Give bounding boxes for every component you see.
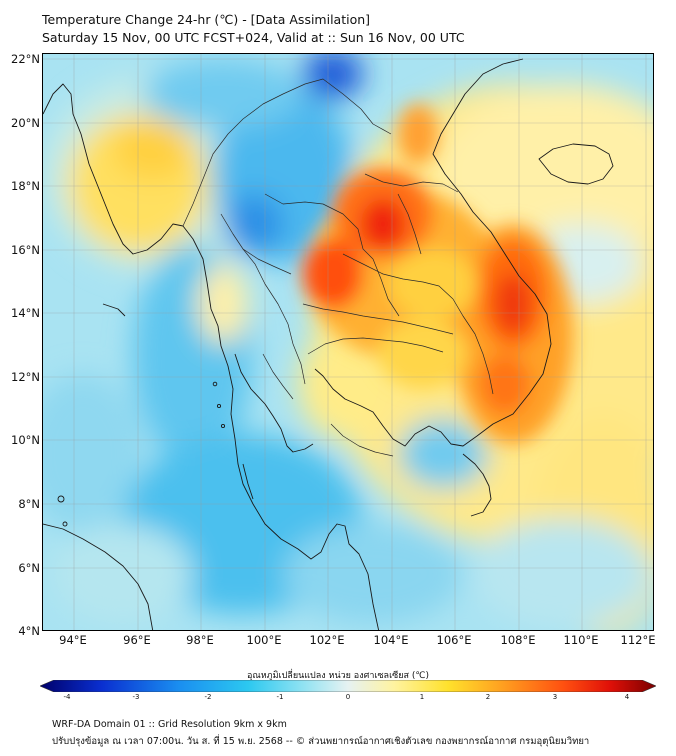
colorbar-tick-label: -2 xyxy=(204,693,212,701)
temperature-field xyxy=(43,54,653,630)
lat-label: 20°N xyxy=(11,116,40,130)
lon-label: 110°E xyxy=(563,633,599,647)
lat-label: 10°N xyxy=(11,433,40,447)
lon-label: 98°E xyxy=(186,633,214,647)
lon-label: 100°E xyxy=(246,633,282,647)
country-borders xyxy=(182,78,494,457)
colorbar-tick-label: 0 xyxy=(345,693,351,701)
colorbar-tick-label: -4 xyxy=(63,693,71,701)
lat-label: 14°N xyxy=(11,306,40,320)
colorbar-tick-label: 1 xyxy=(419,693,425,701)
lat-label: 4°N xyxy=(18,624,40,638)
colorbar xyxy=(40,680,656,692)
colorbar-tick-label: -3 xyxy=(132,693,140,701)
lat-label: 6°N xyxy=(18,561,40,575)
map-title: Temperature Change 24-hr (℃) - [Data Ass… xyxy=(42,12,371,27)
lat-label: 8°N xyxy=(18,497,40,511)
lon-label: 112°E xyxy=(620,633,656,647)
update-credit: ปรับปรุงข้อมูล ณ เวลา 07:00น. วัน ส. ที่… xyxy=(52,736,590,747)
lon-label: 108°E xyxy=(500,633,536,647)
lon-label: 104°E xyxy=(373,633,409,647)
warm-core xyxy=(303,104,573,444)
lon-label: 102°E xyxy=(309,633,345,647)
lat-label: 16°N xyxy=(11,243,40,257)
temperature-change-map xyxy=(42,53,654,631)
lon-label: 96°E xyxy=(123,633,151,647)
lon-label: 106°E xyxy=(436,633,472,647)
map-subtitle: Saturday 15 Nov, 00 UTC FCST+024, Valid … xyxy=(42,30,465,45)
lon-label: 94°E xyxy=(59,633,87,647)
colorbar-title: อุณหภูมิเปลี่ยนแปลง หน่วย องศาเซลเซียส (… xyxy=(246,671,430,681)
colorbar-tick-label: 2 xyxy=(485,693,491,701)
map-canvas xyxy=(43,54,653,630)
lat-label: 22°N xyxy=(11,52,40,66)
lat-label: 18°N xyxy=(11,179,40,193)
colorbar-gradient xyxy=(40,680,656,692)
colorbar-tick-label: -1 xyxy=(276,693,284,701)
colorbar-tick-label: 3 xyxy=(552,693,558,701)
colorbar-tick-label: 4 xyxy=(624,693,630,701)
lat-label: 12°N xyxy=(11,370,40,384)
model-info: WRF-DA Domain 01 :: Grid Resolution 9km … xyxy=(52,719,287,730)
coastlines xyxy=(43,58,614,630)
